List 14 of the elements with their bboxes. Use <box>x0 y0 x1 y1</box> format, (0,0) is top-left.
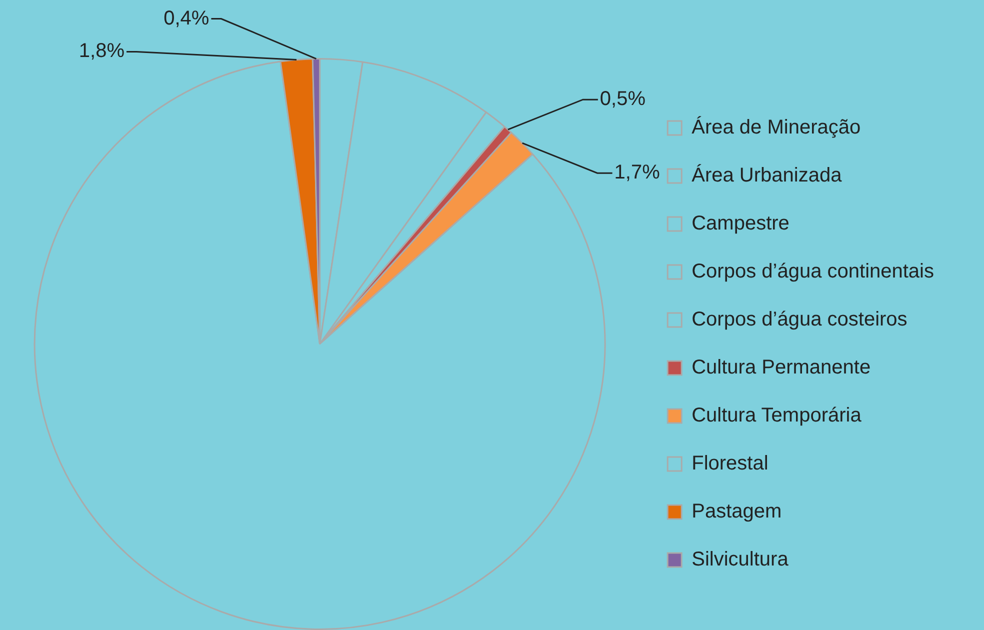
data-label: 1,8% <box>78 40 125 62</box>
legend-label: Pastagem <box>692 500 782 523</box>
legend-label: Cultura Temporária <box>692 404 862 427</box>
legend-label: Cultura Permanente <box>692 356 871 379</box>
legend-label: Campestre <box>692 212 790 235</box>
data-label: 1,7% <box>614 162 660 184</box>
data-label: 0,4% <box>164 7 210 30</box>
legend-label: Florestal <box>692 452 768 475</box>
legend-label: Área de Mineração <box>692 116 861 139</box>
legend-label: Corpos d’água continentais <box>692 260 934 283</box>
legend-label: Silvicultura <box>692 548 790 571</box>
legend-label: Área Urbanizada <box>692 164 843 187</box>
legend-label: Corpos d’água costeiros <box>692 308 908 331</box>
data-label: 0,5% <box>600 88 646 110</box>
